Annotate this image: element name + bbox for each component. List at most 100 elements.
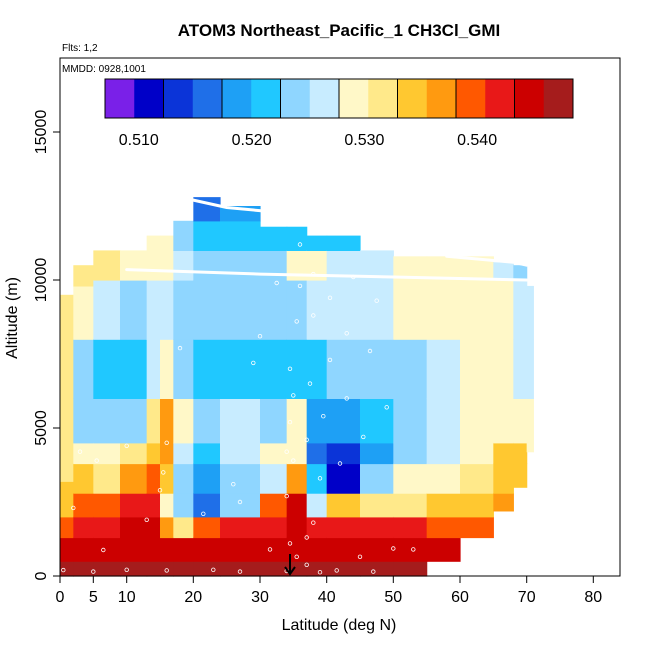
heatmap-cell (220, 463, 261, 494)
heatmap-cell (493, 262, 514, 281)
heatmap-cell (173, 493, 194, 518)
heatmap-cell (193, 537, 221, 562)
heatmap-cell (193, 220, 221, 251)
heatmap-cell (146, 235, 161, 281)
heatmap-cell (426, 463, 461, 494)
heatmap-cell (93, 463, 121, 494)
observation-point (157, 488, 163, 493)
heatmap-cell (526, 339, 534, 399)
heatmap-cell (260, 339, 288, 399)
heatmap-cell (193, 463, 221, 494)
heatmap-cell (93, 561, 121, 577)
heatmap-cell (393, 398, 428, 444)
colorbar-swatch (514, 79, 545, 118)
heatmap-cell (120, 339, 148, 399)
heatmap-cell (173, 250, 194, 281)
heatmap-cell (426, 516, 461, 539)
heatmap-cell (360, 516, 394, 539)
heatmap-cell (60, 537, 74, 562)
heatmap-cell (146, 398, 161, 444)
observation-point (161, 470, 166, 475)
observation-point (287, 541, 293, 546)
heatmap-cell (220, 516, 261, 539)
x-tick-label: 20 (184, 589, 202, 606)
observation-point (201, 511, 206, 516)
heatmap-cell (220, 339, 261, 399)
heatmap-cell (513, 280, 528, 340)
flight-track (125, 268, 529, 282)
heatmap-cell (93, 339, 121, 399)
observation-point (284, 449, 289, 454)
heatmap-cell (146, 442, 161, 465)
observation-point (257, 334, 263, 339)
heatmap-cell (326, 537, 361, 562)
heatmap-cell (146, 537, 161, 562)
observation-point (384, 405, 389, 410)
colorbar-swatch (309, 79, 340, 118)
observation-point (291, 393, 296, 398)
observation-point (71, 505, 76, 511)
observation-point (317, 476, 323, 481)
heatmap-cell (326, 280, 361, 340)
heatmap-cell (93, 516, 121, 539)
observation-point (297, 242, 303, 247)
heatmap-cell (426, 398, 461, 444)
heatmap-cell (286, 516, 308, 539)
colorbar-ticks: 0.510 0.520 0.530 0.540 (119, 132, 497, 149)
heatmap-cell (426, 493, 461, 518)
heatmap-cell (306, 561, 328, 577)
heatmap-cell (193, 398, 221, 444)
heatmap-cell (460, 463, 494, 494)
observation-point (321, 414, 326, 419)
heatmap-cell (73, 516, 94, 539)
observation-point (284, 493, 289, 499)
heatmap-cell (173, 339, 194, 399)
heatmap-cell (493, 398, 514, 444)
heatmap-cell (160, 339, 174, 399)
observation-point (304, 562, 309, 567)
observation-point (304, 535, 309, 540)
heatmap-cell (260, 463, 288, 494)
arrow-head (284, 566, 296, 576)
heatmap-cell (493, 493, 514, 512)
colorbar-swatch (105, 79, 135, 118)
heatmap-cell (326, 561, 361, 577)
x-tick-label: 0 (56, 589, 65, 606)
heatmap-cell (193, 250, 221, 281)
observation-point (334, 568, 339, 573)
observation-point (344, 331, 349, 336)
heatmap-cell (260, 226, 288, 251)
heatmap-cell (160, 235, 174, 281)
observation-point (327, 295, 333, 300)
heatmap-cell (513, 463, 528, 488)
observation-point (237, 569, 243, 574)
heatmap-cell (360, 561, 394, 577)
colorbar-tick-label: 0.530 (344, 132, 384, 149)
colorbar (104, 78, 574, 119)
observation-points (61, 242, 416, 575)
heatmap-cell (286, 339, 308, 399)
heatmap-cell (493, 463, 514, 494)
heatmap-cell (160, 493, 174, 518)
heatmap-cell (173, 463, 194, 494)
heatmap-cell (393, 537, 428, 562)
heatmap-cell (426, 442, 461, 465)
observation-point (304, 437, 309, 442)
heatmap-cell (120, 516, 148, 539)
heatmap-cell (173, 280, 194, 340)
colorbar-swatch (134, 79, 164, 118)
observation-point (101, 547, 106, 553)
heatmap-cell (306, 516, 328, 539)
observation-point (361, 434, 366, 440)
x-tick-label: 60 (451, 589, 469, 606)
heatmap-cell (93, 250, 121, 281)
heatmap-cell (260, 561, 288, 577)
location-arrow (284, 554, 296, 576)
flights-label: Flts: 1,2 (62, 43, 98, 54)
heatmap-cell (60, 398, 74, 444)
heatmap-cell (146, 280, 161, 340)
y-axis: 0 5000 10000 15000 (33, 110, 60, 580)
observation-point (311, 520, 316, 525)
heatmap-cell (173, 220, 194, 251)
